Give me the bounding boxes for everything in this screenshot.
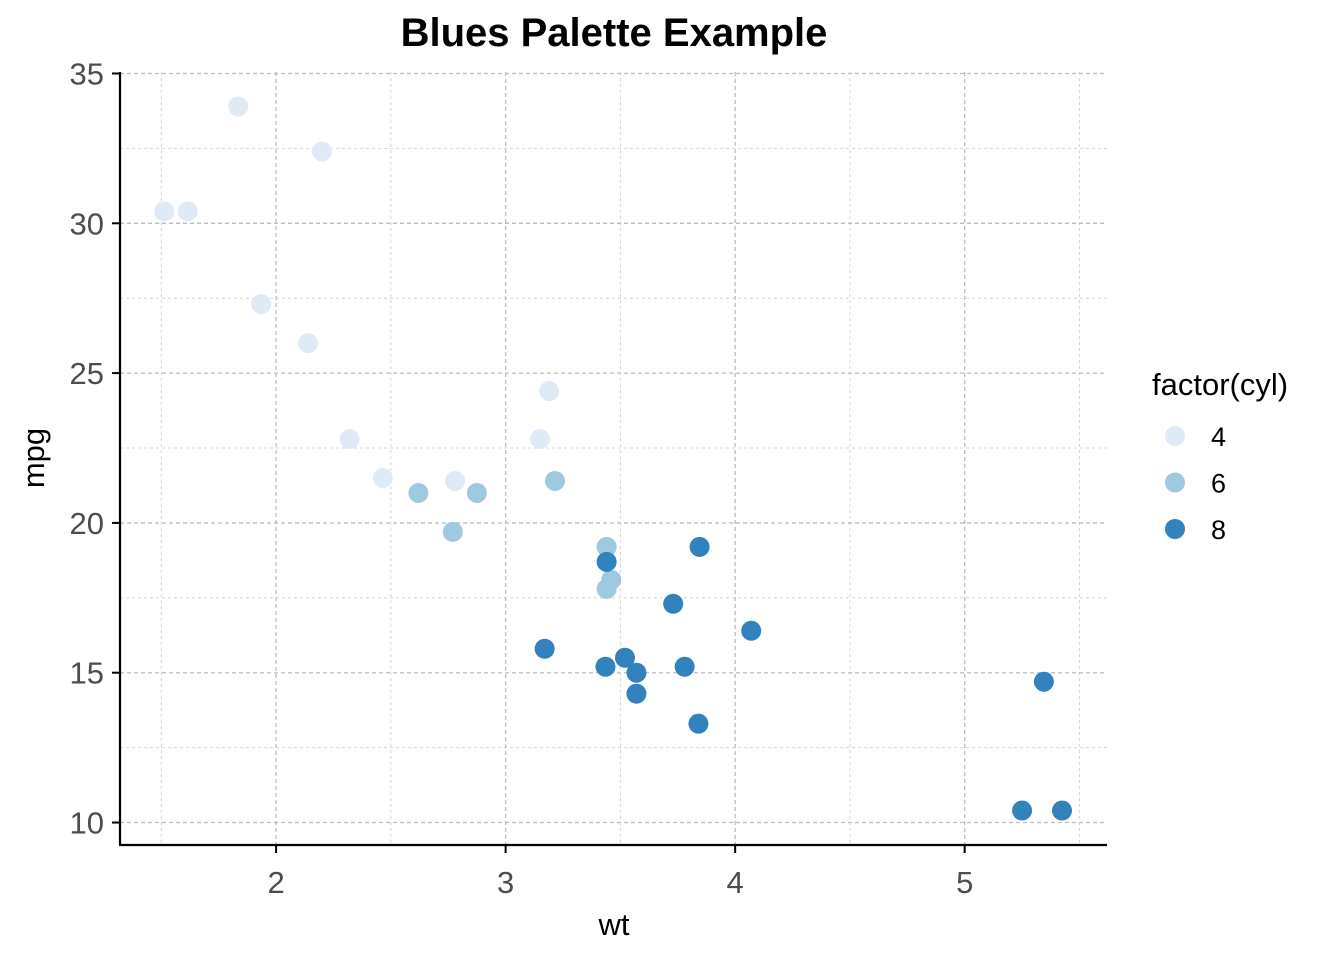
point-cyl4-8 bbox=[298, 333, 319, 354]
point-cyl6-6 bbox=[442, 521, 463, 542]
y-axis: 10 15 20 25 30 35 bbox=[70, 56, 120, 841]
point-cyl4-2 bbox=[530, 429, 551, 450]
point-cyl4-4 bbox=[177, 201, 198, 222]
point-cyl6-4 bbox=[596, 536, 617, 557]
point-cyl4-6 bbox=[372, 467, 393, 488]
legend-title: factor(cyl) bbox=[1152, 367, 1288, 402]
y-tick-label-3: 25 bbox=[70, 356, 104, 391]
point-cyl4-10 bbox=[445, 470, 466, 491]
point-cyl6-0 bbox=[408, 482, 429, 503]
legend-label-4: 4 bbox=[1211, 422, 1226, 452]
point-cyl8-0 bbox=[596, 551, 617, 572]
y-tick-label-5: 35 bbox=[70, 56, 104, 91]
legend-key-8 bbox=[1165, 519, 1185, 539]
y-tick-label-1: 15 bbox=[70, 656, 104, 691]
legend-label-8: 8 bbox=[1211, 515, 1226, 545]
point-cyl8-2 bbox=[741, 620, 762, 641]
data-points bbox=[154, 96, 1073, 821]
point-cyl8-3 bbox=[663, 593, 684, 614]
x-axis-title: wt bbox=[598, 907, 630, 942]
point-cyl6-2 bbox=[544, 470, 565, 491]
point-cyl8-13 bbox=[626, 662, 647, 683]
legend-items: 4 6 8 bbox=[1165, 422, 1226, 545]
legend-label-6: 6 bbox=[1211, 469, 1226, 499]
point-cyl8-6 bbox=[1052, 800, 1073, 821]
point-cyl4-7 bbox=[251, 294, 272, 315]
point-cyl4-9 bbox=[154, 201, 175, 222]
x-tick-label-1: 3 bbox=[497, 865, 514, 900]
major-gridlines bbox=[120, 72, 1107, 845]
point-cyl8-5 bbox=[1012, 800, 1033, 821]
legend-key-6 bbox=[1165, 472, 1185, 493]
point-cyl8-10 bbox=[688, 713, 709, 734]
x-tick-label-3: 5 bbox=[956, 865, 973, 900]
point-cyl4-5 bbox=[228, 96, 249, 117]
y-tick-label-4: 30 bbox=[70, 206, 104, 241]
y-axis-title: mpg bbox=[16, 428, 51, 488]
x-tick-label-0: 2 bbox=[267, 865, 284, 900]
legend: factor(cyl) 4 6 8 bbox=[1152, 367, 1288, 545]
point-cyl8-9 bbox=[595, 656, 616, 677]
point-cyl4-1 bbox=[539, 381, 560, 402]
point-cyl8-7 bbox=[1033, 671, 1054, 692]
y-tick-label-2: 20 bbox=[70, 506, 104, 541]
point-cyl4-3 bbox=[311, 141, 332, 162]
point-cyl8-12 bbox=[534, 638, 555, 659]
x-axis: 2 3 4 5 bbox=[267, 845, 973, 900]
minor-gridlines bbox=[120, 72, 1107, 845]
point-cyl8-8 bbox=[614, 647, 635, 668]
point-cyl8-4 bbox=[674, 656, 695, 677]
y-tick-label-0: 10 bbox=[70, 806, 104, 841]
point-cyl4-0 bbox=[339, 429, 360, 450]
point-cyl8-11 bbox=[689, 536, 710, 557]
point-cyl8-1 bbox=[626, 683, 647, 704]
point-cyl6-1 bbox=[466, 482, 487, 503]
chart-title: Blues Palette Example bbox=[401, 11, 828, 55]
x-tick-label-2: 4 bbox=[727, 865, 744, 900]
legend-key-4 bbox=[1165, 426, 1185, 446]
point-cyl6-5 bbox=[596, 578, 617, 599]
